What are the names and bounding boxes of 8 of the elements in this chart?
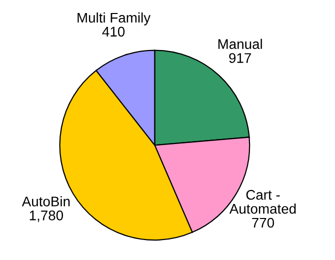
data-label: 917 — [229, 53, 251, 63]
slice-label: Multi Family — [78, 12, 151, 26]
data-label: 770 — [252, 218, 274, 228]
data-label: 410 — [102, 26, 125, 37]
slice-label: AutoBin — [22, 196, 70, 206]
data-label: 1,780 — [30, 210, 64, 222]
slice-label: Cart - Automated — [229, 190, 296, 214]
slice-label: Manual — [218, 38, 262, 49]
